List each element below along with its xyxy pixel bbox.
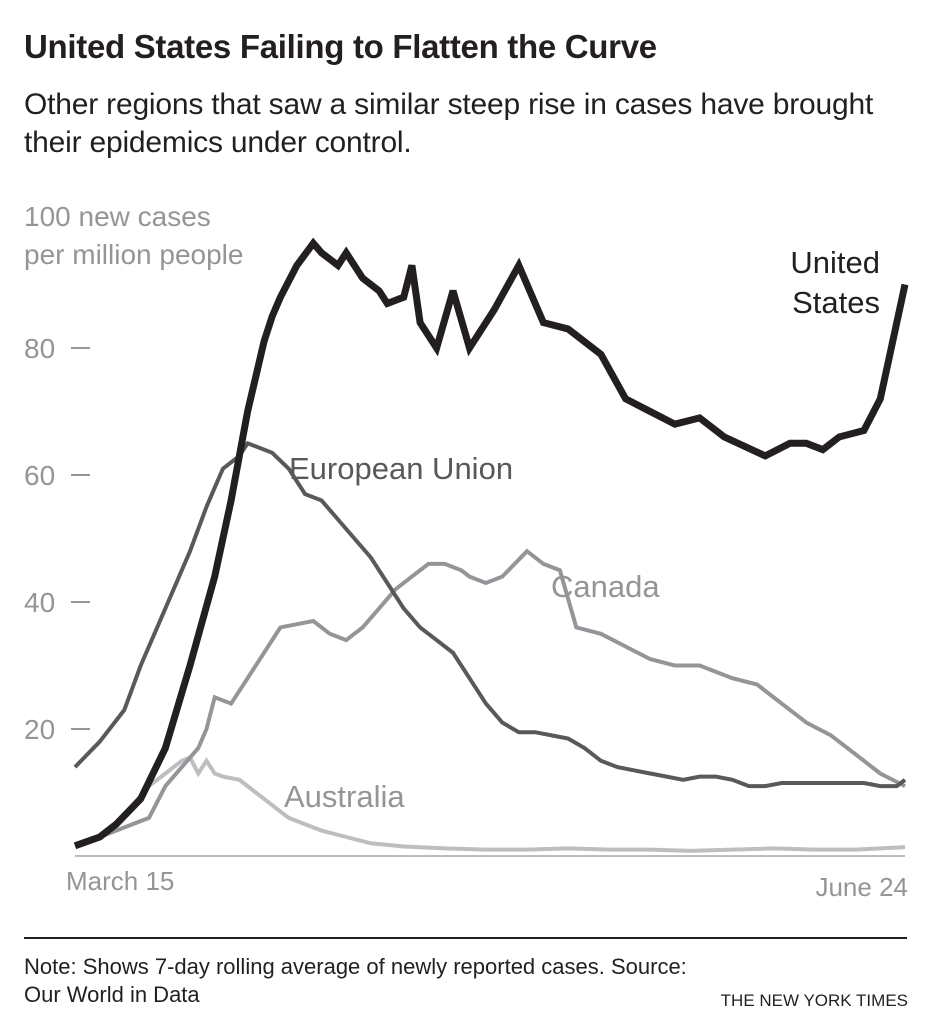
series-label-canada: Canada <box>551 569 660 604</box>
x-tick-label: June 24 <box>815 872 908 902</box>
series-lines <box>73 237 909 853</box>
y-tick-label: 40 <box>24 587 55 618</box>
line-chart: 100 new cases per million people 20 40 60 80 M… <box>24 201 909 902</box>
y-tick-label: 80 <box>24 333 55 364</box>
series-line-australia <box>74 755 906 853</box>
series-line-european-union <box>73 440 907 789</box>
series-line-united-states <box>73 237 909 850</box>
series-label-united-states: States <box>792 285 880 320</box>
chart-title: United States Failing to Flatten the Cur… <box>24 28 657 65</box>
series-label-european-union: European Union <box>289 451 513 486</box>
y-axis-label: per million people <box>24 239 243 270</box>
axes: 100 new cases per million people 20 40 60 80 M… <box>24 201 908 902</box>
y-axis-label: 100 new cases <box>24 201 211 232</box>
series-line-canada <box>74 548 906 848</box>
series-label-united-states: United <box>790 245 880 280</box>
series-labels: European Union United States Canada Australi… <box>284 245 880 814</box>
x-tick-label: March 15 <box>66 866 174 896</box>
chart-subtitle: Other regions that saw a similar steep r… <box>24 88 874 159</box>
footer-divider <box>24 937 907 939</box>
series-label-australia: Australia <box>284 779 405 814</box>
y-tick-label: 20 <box>24 714 55 745</box>
y-tick-label: 60 <box>24 460 55 491</box>
credit-line: THE NEW YORK TIMES <box>720 991 908 1010</box>
source-note: Note: Shows 7-day rolling average of new… <box>24 954 687 1007</box>
